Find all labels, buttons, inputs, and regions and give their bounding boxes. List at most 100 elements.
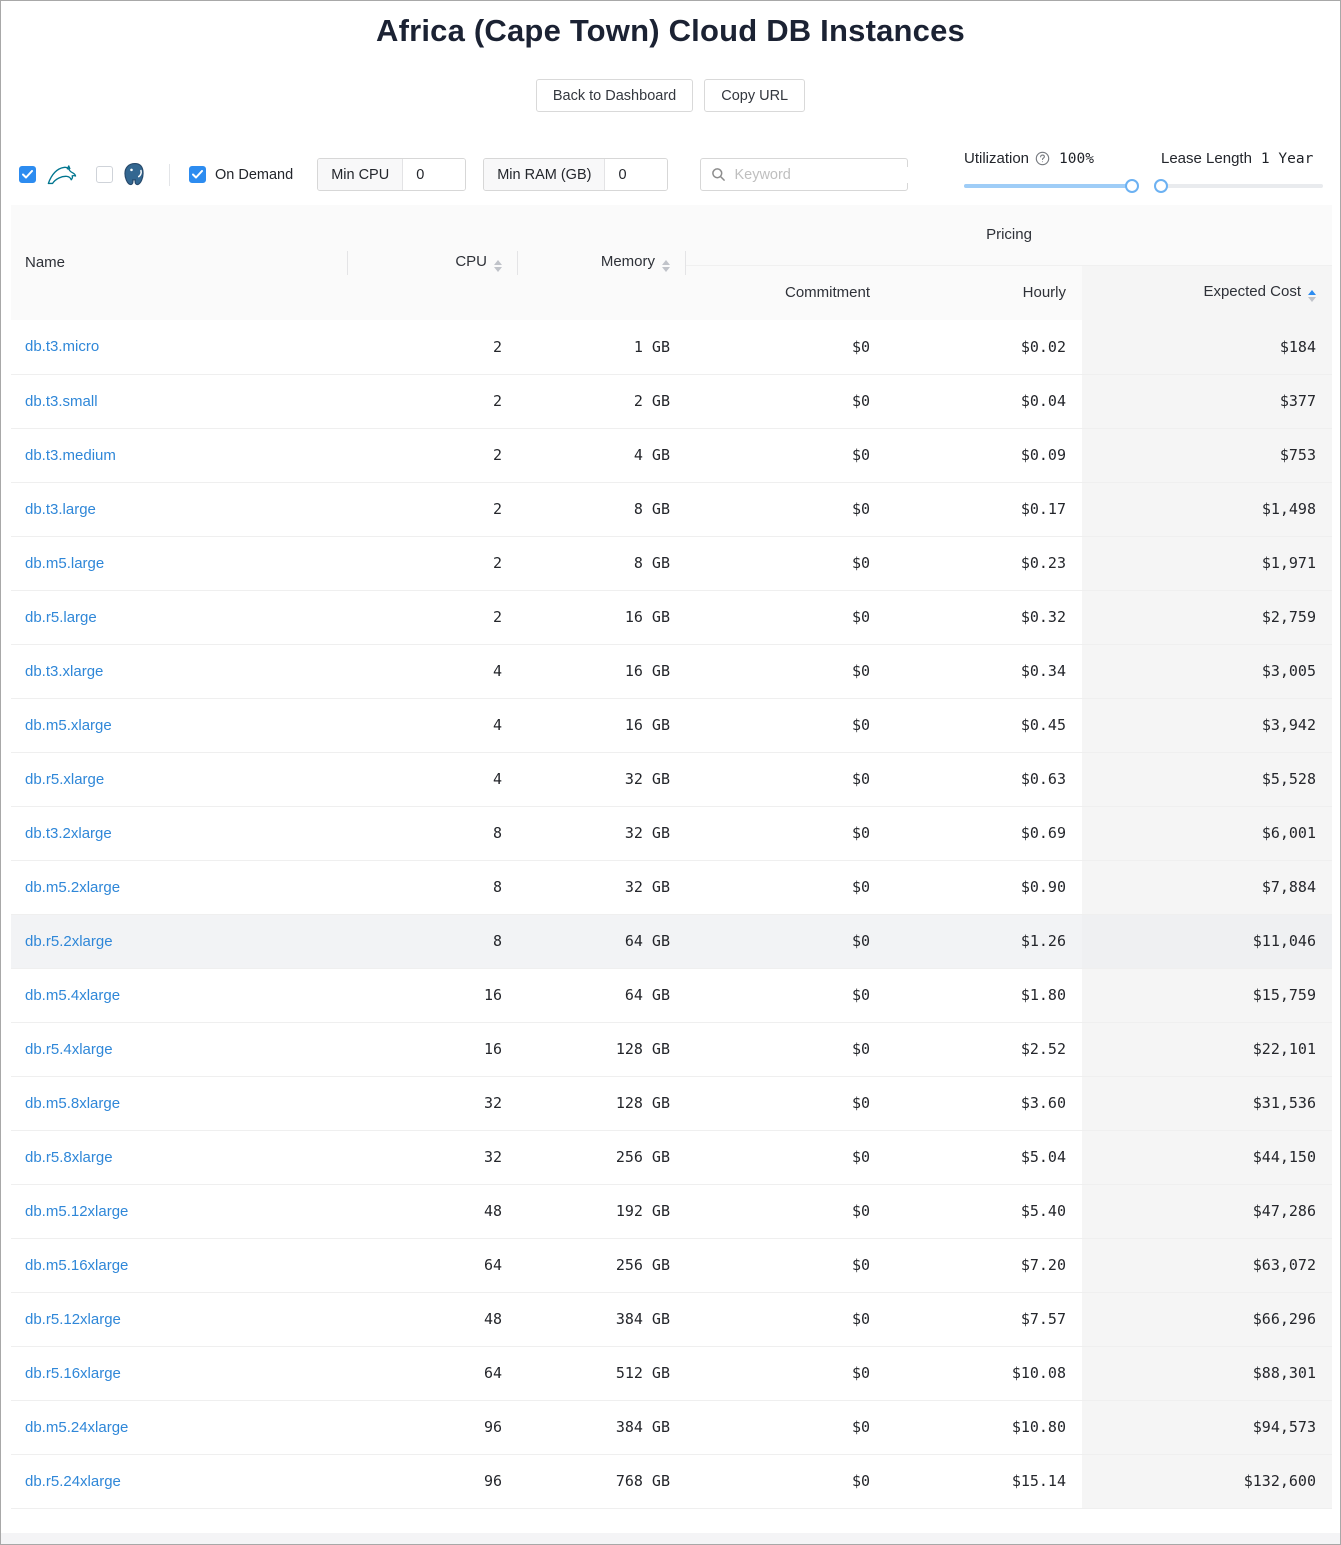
commitment-cell: $0: [686, 590, 886, 645]
min-ram-group: Min RAM (GB): [483, 158, 669, 191]
name-cell: db.t3.xlarge: [11, 644, 348, 699]
lease-length-value: 1 Year: [1260, 150, 1314, 167]
instance-name-link[interactable]: db.r5.12xlarge: [25, 1310, 121, 1328]
instance-name-link[interactable]: db.r5.16xlarge: [25, 1364, 121, 1382]
instance-name-link[interactable]: db.r5.large: [25, 608, 97, 626]
memory-cell: 64 GB: [518, 914, 686, 969]
hourly-cell: $0.34: [886, 644, 1082, 699]
table-row: db.r5.xlarge 4 32 GB $0 $0.63 $5,528: [11, 752, 1332, 807]
instances-table: Name CPU Memory Pricing Commitment Hourl…: [11, 205, 1332, 1509]
instance-name-link[interactable]: db.m5.2xlarge: [25, 878, 121, 896]
cpu-cell: 2: [348, 428, 518, 483]
lease-length-slider-handle[interactable]: [1154, 179, 1168, 193]
min-ram-input[interactable]: [605, 159, 668, 190]
instance-name-link[interactable]: db.m5.large: [25, 554, 105, 572]
instance-name-link[interactable]: db.m5.16xlarge: [25, 1256, 129, 1274]
keyword-input[interactable]: [734, 166, 922, 183]
instance-name-link[interactable]: db.t3.2xlarge: [25, 824, 112, 842]
table-row: db.m5.24xlarge 96 384 GB $0 $10.80 $94,5…: [11, 1400, 1332, 1455]
min-ram-label: Min RAM (GB): [484, 159, 606, 190]
filter-divider: [169, 163, 170, 186]
name-cell: db.t3.large: [11, 482, 348, 537]
table-row: db.t3.medium 2 4 GB $0 $0.09 $753: [11, 428, 1332, 483]
commitment-cell: $0: [686, 428, 886, 483]
cpu-cell: 48: [348, 1184, 518, 1239]
commitment-cell: $0: [686, 806, 886, 861]
hourly-cell: $5.40: [886, 1184, 1082, 1239]
name-cell: db.m5.8xlarge: [11, 1076, 348, 1131]
instance-name-link[interactable]: db.r5.4xlarge: [25, 1040, 113, 1058]
cpu-cell: 32: [348, 1130, 518, 1185]
back-to-dashboard-button[interactable]: Back to Dashboard: [535, 79, 694, 112]
instance-name-link[interactable]: db.m5.xlarge: [25, 716, 112, 734]
expected-cost-cell: $6,001: [1082, 806, 1332, 861]
bottom-strip: [1, 1533, 1340, 1544]
expected-cost-cell: $94,573: [1082, 1400, 1332, 1455]
question-circle-icon[interactable]: [1035, 151, 1050, 166]
instance-name-link[interactable]: db.t3.medium: [25, 446, 116, 464]
hourly-cell: $7.57: [886, 1292, 1082, 1347]
table-row: db.m5.2xlarge 8 32 GB $0 $0.90 $7,884: [11, 860, 1332, 915]
hourly-cell: $3.60: [886, 1076, 1082, 1131]
utilization-slider-handle[interactable]: [1125, 179, 1139, 193]
memory-cell: 8 GB: [518, 536, 686, 591]
column-header-cpu[interactable]: CPU: [348, 205, 518, 320]
table-row: db.r5.large 2 16 GB $0 $0.32 $2,759: [11, 590, 1332, 645]
copy-url-button[interactable]: Copy URL: [704, 79, 806, 112]
commitment-cell: $0: [686, 1130, 886, 1185]
mysql-checkbox[interactable]: [19, 166, 36, 183]
cpu-cell: 48: [348, 1292, 518, 1347]
memory-cell: 16 GB: [518, 644, 686, 699]
table-row: db.r5.12xlarge 48 384 GB $0 $7.57 $66,29…: [11, 1292, 1332, 1347]
cpu-cell: 2: [348, 536, 518, 591]
expected-cost-cell: $3,005: [1082, 644, 1332, 699]
instance-name-link[interactable]: db.t3.large: [25, 500, 96, 518]
instance-name-link[interactable]: db.r5.24xlarge: [25, 1472, 121, 1490]
name-cell: db.m5.xlarge: [11, 698, 348, 753]
instance-name-link[interactable]: db.t3.small: [25, 392, 98, 410]
hourly-cell: $0.02: [886, 320, 1082, 375]
cpu-cell: 2: [348, 374, 518, 429]
hourly-cell: $0.17: [886, 482, 1082, 537]
column-header-expected-cost[interactable]: Expected Cost: [1082, 265, 1332, 320]
instance-name-link[interactable]: db.m5.12xlarge: [25, 1202, 129, 1220]
instance-name-link[interactable]: db.m5.8xlarge: [25, 1094, 121, 1112]
hourly-cell: $1.80: [886, 968, 1082, 1023]
commitment-cell: $0: [686, 482, 886, 537]
name-cell: db.t3.medium: [11, 428, 348, 483]
commitment-cell: $0: [686, 536, 886, 591]
hourly-cell: $0.63: [886, 752, 1082, 807]
table-row: db.t3.large 2 8 GB $0 $0.17 $1,498: [11, 482, 1332, 537]
expected-cost-cell: $3,942: [1082, 698, 1332, 753]
instance-name-link[interactable]: db.m5.4xlarge: [25, 986, 121, 1004]
commitment-cell: $0: [686, 1346, 886, 1401]
toolbar: Back to Dashboard Copy URL: [1, 79, 1340, 112]
instance-name-link[interactable]: db.r5.2xlarge: [25, 932, 113, 950]
min-cpu-input[interactable]: [403, 159, 466, 190]
utilization-slider[interactable]: [964, 179, 1139, 193]
memory-cell: 512 GB: [518, 1346, 686, 1401]
instance-name-link[interactable]: db.r5.xlarge: [25, 770, 105, 788]
memory-cell: 1 GB: [518, 320, 686, 375]
cpu-cell: 64: [348, 1346, 518, 1401]
cpu-cell: 96: [348, 1454, 518, 1509]
instance-name-link[interactable]: db.m5.24xlarge: [25, 1418, 129, 1436]
lease-length-slider[interactable]: [1154, 179, 1323, 193]
hourly-cell: $7.20: [886, 1238, 1082, 1293]
column-header-commitment: Commitment: [686, 265, 886, 320]
memory-cell: 32 GB: [518, 752, 686, 807]
on-demand-checkbox[interactable]: [189, 166, 206, 183]
memory-cell: 256 GB: [518, 1238, 686, 1293]
instance-name-link[interactable]: db.r5.8xlarge: [25, 1148, 113, 1166]
name-cell: db.r5.4xlarge: [11, 1022, 348, 1077]
instance-name-link[interactable]: db.t3.xlarge: [25, 662, 104, 680]
postgres-checkbox[interactable]: [96, 166, 113, 183]
instance-name-link[interactable]: db.t3.micro: [25, 338, 100, 356]
sort-carets-icon: [494, 260, 502, 272]
column-header-memory[interactable]: Memory: [518, 205, 686, 320]
name-cell: db.r5.2xlarge: [11, 914, 348, 969]
table-row: db.r5.8xlarge 32 256 GB $0 $5.04 $44,150: [11, 1130, 1332, 1185]
sort-carets-icon: [1308, 290, 1316, 303]
commitment-cell: $0: [686, 1184, 886, 1239]
